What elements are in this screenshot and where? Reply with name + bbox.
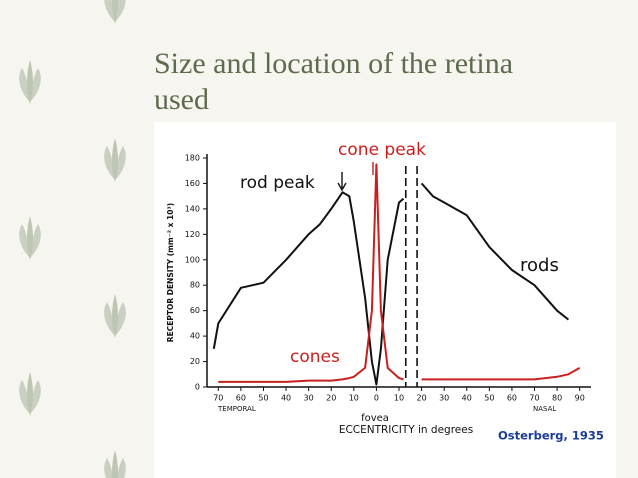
x-tick-label: 20 — [326, 394, 336, 403]
annotation: fovea — [361, 413, 389, 424]
x-tick-label: 60 — [507, 394, 517, 403]
y-tick-label: 120 — [185, 230, 200, 239]
x-tick-label: 50 — [484, 394, 494, 403]
x-tick-label: 30 — [304, 394, 314, 403]
annotation: TEMPORAL — [217, 405, 256, 413]
y-tick-label: 60 — [190, 306, 200, 315]
x-tick-label: 90 — [575, 394, 585, 403]
y-tick-label: 20 — [190, 357, 200, 366]
x-tick-label: 40 — [281, 394, 291, 403]
x-tick-label: 70 — [213, 394, 223, 403]
x-tick-label: 10 — [394, 394, 404, 403]
x-tick-label: 30 — [439, 394, 449, 403]
y-tick-label: 100 — [185, 255, 200, 264]
y-tick-label: 40 — [190, 332, 200, 341]
y-tick-label: 180 — [185, 154, 200, 163]
annotation: cone peak — [338, 140, 426, 160]
series-line — [212, 182, 570, 386]
x-tick-label: 40 — [462, 394, 472, 403]
annotation: NASAL — [533, 405, 556, 413]
y-tick-label: 0 — [195, 383, 200, 392]
x-tick-label: 10 — [349, 394, 359, 403]
x-tick-label: 20 — [416, 394, 426, 403]
x-tick-label: 80 — [552, 394, 562, 403]
x-tick-label: 70 — [529, 394, 539, 403]
annotation: Osterberg, 1935 — [498, 429, 604, 443]
annotation: cones — [290, 347, 340, 367]
y-tick-label: 140 — [185, 204, 200, 213]
x-tick-label: 0 — [374, 394, 379, 403]
annotation: rods — [520, 255, 559, 276]
series-line — [218, 163, 581, 383]
annotation: rod peak — [240, 173, 315, 193]
y-tick-label: 160 — [185, 179, 200, 188]
x-axis-label: ECCENTRICITY in degrees — [339, 424, 473, 436]
slide-title: Size and location of the retina used — [154, 47, 514, 116]
x-tick-label: 60 — [236, 394, 246, 403]
rod-peak-arrow — [337, 172, 347, 192]
y-axis-label: RECEPTOR DENSITY (mm⁻² x 10³) — [166, 203, 175, 342]
y-tick-label: 80 — [190, 281, 200, 290]
x-tick-label: 50 — [258, 394, 268, 403]
